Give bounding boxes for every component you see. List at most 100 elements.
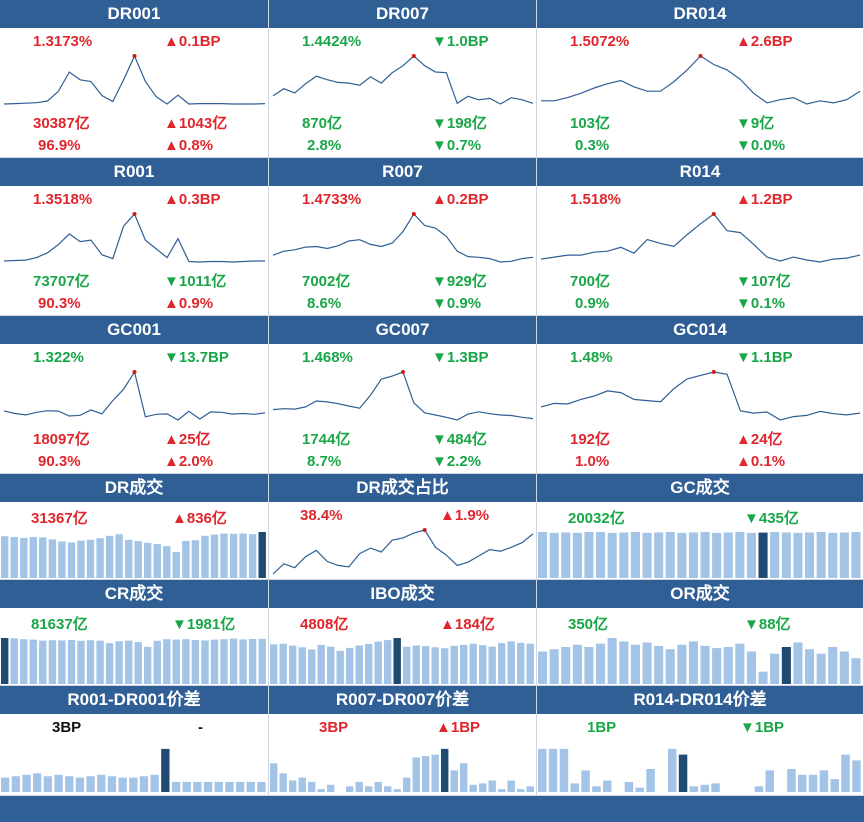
rate-change: ▲0.2BP xyxy=(432,191,489,208)
bar xyxy=(163,639,171,684)
rate-cell-r007[interactable]: R007 1.4733% ▲0.2BP 7002亿 ▼929亿 8.6% ▼0.9% xyxy=(269,158,537,316)
bar xyxy=(1,777,10,792)
rate-cell-gc007[interactable]: GC007 1.468% ▼1.3BP 1744亿 ▼484亿 8.7% ▼2.2% xyxy=(269,316,537,474)
bar xyxy=(22,774,31,792)
bar xyxy=(163,546,171,578)
bar xyxy=(712,532,722,578)
bar xyxy=(336,650,344,684)
volume-change: ▼484亿 xyxy=(432,431,487,448)
bar xyxy=(677,532,687,578)
sparkline-chart xyxy=(272,54,534,105)
bar xyxy=(851,658,861,684)
bar xyxy=(654,532,664,578)
bar xyxy=(805,649,815,684)
bar xyxy=(746,532,756,578)
volume-value: 20032亿 xyxy=(568,510,625,527)
cell-title: R014-DR014价差 xyxy=(537,686,863,714)
bar-chart xyxy=(1,532,266,578)
bar xyxy=(67,542,76,578)
bar xyxy=(172,552,180,578)
spread-cell-1[interactable]: R007-DR007价差 3BP ▲1BP xyxy=(269,686,537,796)
spread-cell-0[interactable]: R001-DR001价差 3BP - xyxy=(0,686,269,796)
volume-cell-5[interactable]: OR成交 350亿 ▼88亿 xyxy=(537,580,864,686)
peak-marker xyxy=(698,54,703,58)
bar xyxy=(561,647,571,684)
rate-cell-dr007[interactable]: DR007 1.4424% ▼1.0BP 870亿 ▼198亿 2.8% ▼0.7% xyxy=(269,0,537,158)
bar xyxy=(10,638,18,684)
bar-current xyxy=(393,638,401,684)
bar xyxy=(125,539,133,578)
spread-cell-2[interactable]: R014-DR014价差 1BP ▼1BP xyxy=(537,686,864,796)
bar xyxy=(581,770,590,792)
bar xyxy=(607,638,617,684)
rate-cell-gc001[interactable]: GC001 1.322% ▼13.7BP 18097亿 ▲25亿 90.3% ▲2.0% xyxy=(0,316,269,474)
rate-cell-dr014[interactable]: DR014 1.5072% ▲2.6BP 103亿 ▼9亿 0.3% ▼0.0% xyxy=(537,0,864,158)
bar xyxy=(129,777,138,792)
cell-title: DR成交占比 xyxy=(269,474,536,502)
volume-change: ▲836亿 xyxy=(172,510,227,527)
cell-title: GC成交 xyxy=(537,474,863,502)
volume-cell-3[interactable]: CR成交 81637亿 ▼1981亿 xyxy=(0,580,269,686)
bar xyxy=(125,640,133,684)
bar xyxy=(549,532,559,578)
bar xyxy=(248,534,257,578)
rate-change: ▲0.1BP xyxy=(164,33,221,50)
bar xyxy=(289,780,297,792)
rate-change: ▼1.3BP xyxy=(432,349,489,366)
bar xyxy=(828,532,838,578)
bar xyxy=(153,544,161,578)
bar xyxy=(289,645,297,684)
bar xyxy=(239,533,247,578)
rate-value: 1.518% xyxy=(570,191,621,208)
volume-cell-4[interactable]: IBO成交 4808亿 ▲184亿 xyxy=(269,580,537,686)
bar xyxy=(635,787,644,792)
peak-marker xyxy=(132,54,137,58)
series-line xyxy=(272,529,534,575)
bar xyxy=(479,645,487,684)
bar xyxy=(403,777,411,792)
rate-cell-r001[interactable]: R001 1.3518% ▲0.3BP 73707亿 ▼1011亿 90.3% ▲0.9% xyxy=(0,158,269,316)
bar xyxy=(107,776,117,792)
volume-cell-2[interactable]: GC成交 20032亿 ▼435亿 xyxy=(537,474,864,580)
bar xyxy=(711,783,720,792)
rate-cell-dr001[interactable]: DR001 1.3173% ▲0.1BP 30387亿 ▲1043亿 96.9% ▲0.8% xyxy=(0,0,269,158)
bar xyxy=(65,776,74,792)
series-line xyxy=(272,55,534,105)
bar xyxy=(498,643,506,684)
bar xyxy=(431,754,439,792)
bar xyxy=(43,776,52,792)
rate-cell-r014[interactable]: R014 1.518% ▲1.2BP 700亿 ▼107亿 0.9% ▼0.1% xyxy=(537,158,864,316)
footer-bar xyxy=(0,796,864,822)
volume-change: ▼9亿 xyxy=(736,115,775,132)
bar xyxy=(134,642,142,684)
bar xyxy=(48,640,57,684)
volume-change: ▼88亿 xyxy=(744,616,791,633)
bar xyxy=(86,776,95,792)
share-value: 96.9% xyxy=(38,137,81,154)
volume-cell-0[interactable]: DR成交 31367亿 ▲836亿 xyxy=(0,474,269,580)
bar xyxy=(54,774,63,792)
bar xyxy=(374,641,382,684)
bar xyxy=(688,532,698,578)
share-change: ▲0.1% xyxy=(736,453,786,470)
volume-value: 38.4% xyxy=(300,507,343,524)
bar xyxy=(507,780,515,792)
bar xyxy=(479,783,487,792)
bar xyxy=(450,770,458,792)
bar xyxy=(403,646,411,684)
bar xyxy=(723,647,733,684)
bar xyxy=(808,774,818,792)
share-value: 0.9% xyxy=(575,295,610,312)
bar xyxy=(308,649,316,684)
bar xyxy=(258,638,266,684)
rate-cell-gc014[interactable]: GC014 1.48% ▼1.1BP 192亿 ▲24亿 1.0% ▲0.1% xyxy=(537,316,864,474)
bar xyxy=(77,540,85,578)
series-line xyxy=(3,370,266,421)
bar xyxy=(469,643,477,684)
bar xyxy=(607,532,617,578)
bar xyxy=(642,642,652,684)
bar xyxy=(48,539,57,578)
volume-cell-1[interactable]: DR成交占比 38.4% ▲1.9% xyxy=(269,474,537,580)
bar xyxy=(374,781,382,792)
share-value: 8.6% xyxy=(307,295,342,312)
